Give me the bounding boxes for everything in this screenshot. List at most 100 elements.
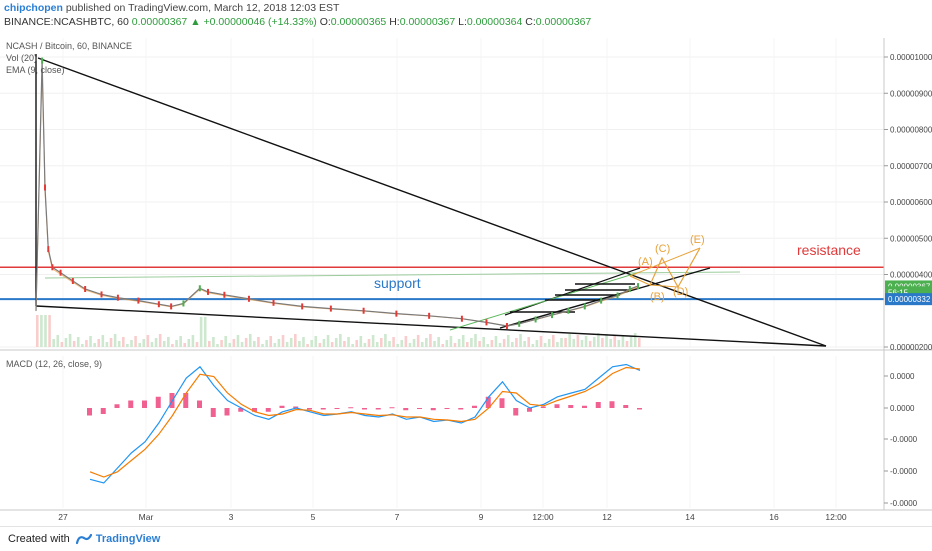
volume-bar bbox=[72, 341, 76, 347]
volume-bar bbox=[142, 339, 146, 347]
price-tick-label: 0.00000600 bbox=[890, 198, 932, 207]
volume-bar bbox=[294, 334, 297, 347]
volume-bar bbox=[93, 343, 96, 347]
macd-histogram-bar bbox=[444, 408, 450, 409]
volume-bar bbox=[347, 337, 350, 347]
macd-histogram-bar bbox=[417, 408, 422, 409]
macd-histogram-bar bbox=[197, 400, 202, 408]
volume-bar bbox=[388, 341, 391, 347]
volume-bar bbox=[183, 343, 187, 347]
macd-histogram-bar bbox=[485, 396, 491, 408]
volume-bar bbox=[371, 335, 375, 347]
volume-bar bbox=[351, 344, 354, 347]
macd-histogram-bar bbox=[540, 406, 546, 408]
volume-bar bbox=[457, 339, 461, 347]
volume-bar bbox=[486, 344, 490, 347]
macd-tick-label: -0.0000 bbox=[890, 435, 918, 444]
volume-bar bbox=[330, 342, 334, 347]
time-tick-label: 12:00 bbox=[825, 512, 847, 522]
macd-pane bbox=[87, 363, 642, 484]
macd-tick-label: 0.0000 bbox=[890, 372, 915, 381]
volume-bar bbox=[195, 342, 199, 347]
macd-histogram-bar bbox=[87, 408, 92, 416]
volume-bar bbox=[384, 334, 387, 347]
macd-histogram-bar bbox=[375, 408, 381, 410]
volume-bar bbox=[64, 338, 68, 347]
macd-tick-label: 0.0000 bbox=[890, 404, 915, 413]
volume-bar bbox=[515, 338, 518, 347]
volume-bar bbox=[543, 343, 547, 347]
volume-bar bbox=[52, 339, 55, 347]
volume-bar bbox=[629, 337, 633, 347]
volume-bar bbox=[490, 340, 494, 347]
volume-bar bbox=[85, 340, 88, 347]
time-tick-label: 27 bbox=[58, 512, 68, 522]
volume-bar bbox=[416, 335, 420, 347]
volume-bar bbox=[109, 338, 113, 347]
support-label: support bbox=[374, 275, 421, 291]
volume-bar bbox=[36, 315, 39, 347]
volume-bar bbox=[224, 336, 227, 347]
macd-histogram-bar bbox=[183, 393, 189, 408]
volume-bar bbox=[68, 334, 72, 347]
volume-bar bbox=[441, 344, 445, 347]
macd-histogram-bar bbox=[238, 408, 244, 412]
pattern-label: (C) bbox=[655, 243, 670, 255]
macd-histogram-bar bbox=[609, 401, 615, 408]
volume-bar bbox=[253, 341, 256, 347]
volume-bar bbox=[568, 334, 571, 347]
volume-bar bbox=[187, 339, 191, 347]
volume-bar bbox=[433, 341, 436, 347]
tradingview-logo-icon[interactable] bbox=[75, 533, 92, 545]
author-link[interactable]: chipchopen bbox=[4, 2, 63, 14]
pattern-label: (A) bbox=[638, 256, 653, 268]
volume-bar bbox=[613, 335, 617, 347]
wedge-lower-line bbox=[499, 267, 711, 329]
volume-bar bbox=[339, 334, 342, 347]
volume-bar bbox=[105, 342, 109, 347]
macd-histogram-bar bbox=[637, 408, 642, 410]
axes: 0.00001000 0.00000900 0.00000800 0.00000700… bbox=[0, 38, 932, 522]
publish-info: chipchopen published on TradingView.com,… bbox=[4, 2, 339, 14]
volume-bar bbox=[511, 342, 514, 347]
macd-histogram-bar bbox=[320, 408, 326, 410]
macd-histogram-bar bbox=[114, 404, 120, 408]
volume-bar bbox=[261, 344, 264, 347]
volume-bar bbox=[257, 337, 260, 347]
volume-bar bbox=[363, 343, 367, 347]
volume-bar bbox=[203, 317, 207, 347]
volume-bar bbox=[232, 339, 236, 347]
volume-bar bbox=[138, 343, 141, 347]
macd-histogram-bar bbox=[403, 408, 409, 411]
volume-bar bbox=[527, 337, 531, 347]
volume-bar bbox=[437, 337, 440, 347]
volume-bar bbox=[122, 337, 125, 347]
macd-histogram-bar bbox=[265, 408, 271, 412]
volume-bar bbox=[392, 337, 395, 347]
volume-bar bbox=[359, 336, 363, 347]
volume-bar bbox=[420, 342, 424, 347]
ema-line bbox=[35, 68, 639, 327]
volume-bar bbox=[572, 339, 576, 347]
volume-bar bbox=[306, 344, 309, 347]
chart-area[interactable]: 0.00001000 0.00000900 0.00000800 0.00000700… bbox=[0, 0, 932, 526]
volume-bar bbox=[318, 343, 322, 347]
volume-bar bbox=[269, 336, 273, 347]
time-tick-label: Mar bbox=[139, 512, 154, 522]
volume-bar bbox=[367, 339, 371, 347]
tradingview-brand-link[interactable]: TradingView bbox=[95, 533, 161, 545]
volume-bar bbox=[478, 341, 481, 347]
descending-trendline bbox=[37, 57, 827, 347]
volume-bar bbox=[175, 340, 178, 347]
volume-bar bbox=[453, 343, 457, 347]
macd-histogram-bar bbox=[513, 408, 519, 416]
volume-bar bbox=[482, 337, 485, 347]
price-tick-label: 0.00000500 bbox=[890, 234, 932, 243]
abcde-lower-line bbox=[649, 284, 679, 288]
volume-bar bbox=[625, 341, 629, 347]
macd-tick-label: -0.0000 bbox=[890, 467, 918, 476]
volume-bar bbox=[89, 336, 92, 347]
close-label: C: bbox=[525, 16, 536, 28]
volume-bar bbox=[244, 338, 248, 347]
price-tick-label: 0.00000900 bbox=[890, 89, 932, 98]
